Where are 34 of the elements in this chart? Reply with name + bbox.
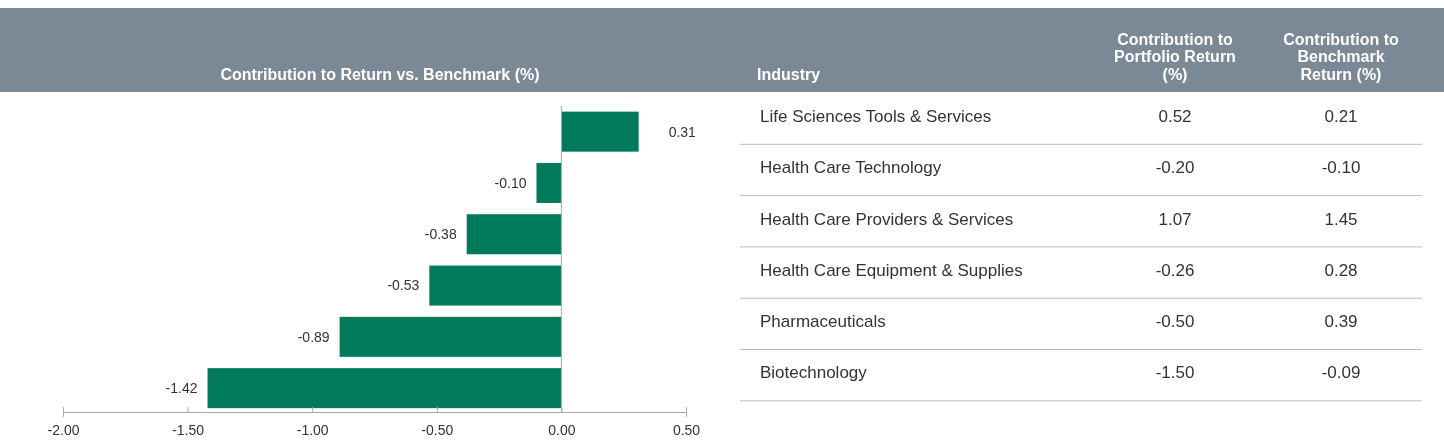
- data-label: -0.20: [1155, 158, 1195, 178]
- data-label: 0.39: [1324, 312, 1358, 332]
- data-label: 0.31: [668, 123, 697, 140]
- x-tick-label: -1.50: [172, 422, 205, 439]
- category-label: Health Care Providers & Services: [760, 209, 1014, 229]
- category-label: Pharmaceuticals: [760, 312, 886, 332]
- data-label: -0.10: [1321, 158, 1361, 178]
- text: Industry: [757, 66, 821, 83]
- data-label: -0.09: [1321, 363, 1361, 383]
- chart-title: Contribution to Return vs. Benchmark (%): [220, 66, 540, 83]
- category-label: Health Care Equipment & Supplies: [760, 260, 1023, 280]
- data-label: -1.50: [1155, 363, 1195, 383]
- category-label: Health Care Technology: [760, 158, 942, 178]
- x-tick-label: -0.50: [421, 422, 454, 439]
- category-label: Life Sciences Tools & Services: [760, 106, 992, 126]
- text: Contribution to Portfolio Return (%): [1114, 30, 1236, 83]
- x-tick-label: 0.00: [548, 422, 576, 439]
- data-label: -0.89: [297, 328, 330, 345]
- data-label: -0.50: [1155, 312, 1195, 332]
- data-label: -0.26: [1155, 260, 1195, 280]
- x-tick-label: 0.50: [672, 422, 701, 439]
- data-label: 0.52: [1158, 106, 1192, 126]
- data-label: -0.38: [424, 226, 457, 243]
- data-label: 0.21: [1324, 106, 1358, 126]
- data-label: 1.45: [1324, 209, 1358, 229]
- data-label: -0.10: [494, 174, 527, 191]
- data-label: -1.42: [165, 380, 198, 397]
- data-label: 1.07: [1158, 209, 1192, 229]
- text: Contribution to Benchmark Return (%): [1283, 30, 1399, 83]
- data-label: 0.28: [1324, 260, 1358, 280]
- category-label: Biotechnology: [760, 363, 868, 383]
- x-tick-label: -2.00: [47, 422, 80, 439]
- data-label: -0.53: [387, 277, 420, 294]
- x-tick-label: -1.00: [296, 422, 329, 439]
